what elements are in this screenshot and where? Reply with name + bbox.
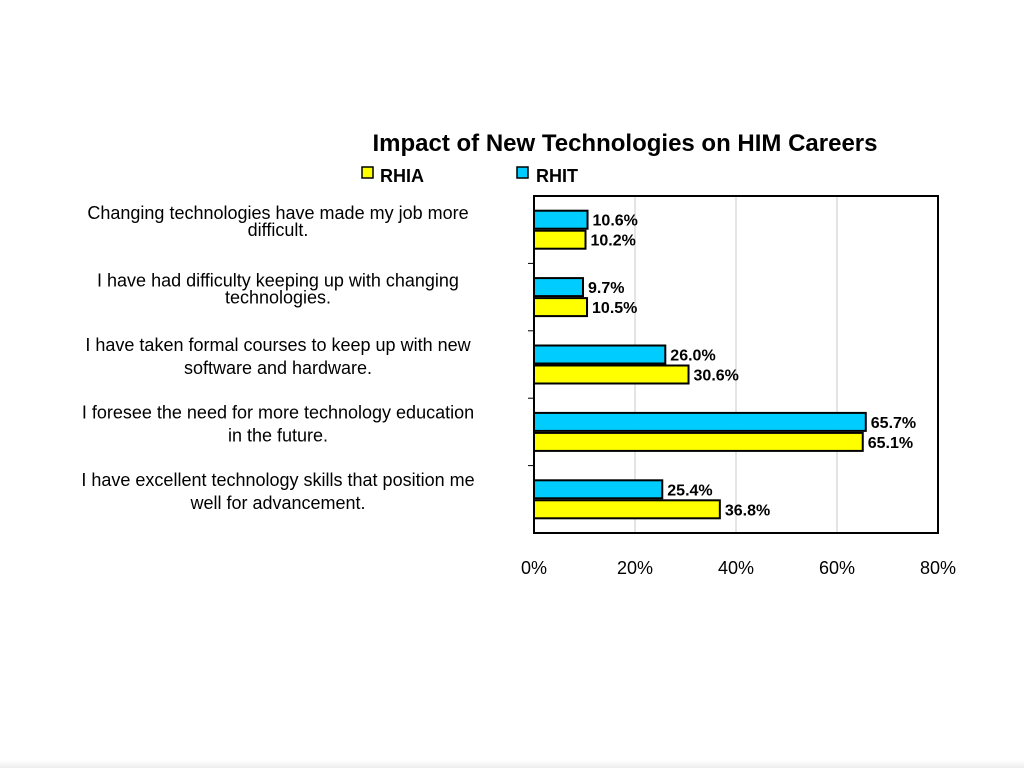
- category-label: technologies.: [225, 288, 331, 308]
- axis-ticks: 0% 20% 40% 60% 80%: [521, 262, 956, 578]
- bar-rhia: [533, 431, 864, 452]
- category-labels: Changing technologies have made my job m…: [81, 203, 474, 513]
- bar-rhia: [533, 229, 587, 250]
- legend-swatch-rhia: [361, 166, 374, 179]
- legend-label-rhia: RHIA: [380, 166, 424, 186]
- bar-rhit: [533, 344, 667, 365]
- category-label: I foresee the need for more technology e…: [82, 402, 474, 422]
- data-label-rhit: 25.4%: [667, 482, 712, 499]
- data-label-rhia: 10.2%: [591, 233, 636, 250]
- x-tick-label: 80%: [920, 558, 956, 578]
- category-label: software and hardware.: [184, 358, 372, 378]
- data-label-rhit: 9.7%: [588, 280, 624, 297]
- bar-rhia: [533, 499, 721, 520]
- x-tick-label: 60%: [819, 558, 855, 578]
- category-label: in the future.: [228, 425, 328, 445]
- category-label: I have taken formal courses to keep up w…: [85, 335, 471, 355]
- legend-label-rhit: RHIT: [536, 166, 578, 186]
- category-label: I have excellent technology skills that …: [81, 470, 474, 490]
- category-label: well for advancement.: [189, 493, 365, 513]
- bar-rhia: [533, 364, 690, 385]
- bar-rhit: [533, 411, 867, 432]
- chart-title: Impact of New Technologies on HIM Career…: [373, 130, 878, 157]
- category-label: difficult.: [248, 220, 309, 240]
- data-label-rhia: 10.5%: [592, 300, 637, 317]
- category-label: I have had difficulty keeping up with ch…: [97, 271, 459, 291]
- bars: [533, 209, 867, 520]
- bar-rhit: [533, 209, 589, 230]
- data-label-rhia: 36.8%: [725, 502, 770, 519]
- slide-bottom-shadow: [0, 760, 1024, 768]
- category-label: Changing technologies have made my job m…: [87, 203, 468, 223]
- data-label-rhia: 65.1%: [868, 435, 913, 452]
- data-labels: 10.6% 10.2% 9.7% 10.5% 26.0% 30.6% 65.7% 65.1% 2…: [588, 213, 916, 520]
- x-tick-label: 0%: [521, 558, 547, 578]
- bar-rhit: [533, 277, 584, 298]
- data-label-rhia: 30.6%: [694, 368, 739, 385]
- x-tick-label: 40%: [718, 558, 754, 578]
- x-tick-label: 20%: [617, 558, 653, 578]
- legend: RHIA RHIT: [361, 166, 578, 186]
- legend-swatch-rhit: [516, 166, 529, 179]
- data-label-rhit: 65.7%: [871, 415, 916, 432]
- bar-rhia: [533, 297, 589, 318]
- bar-rhit: [533, 479, 664, 500]
- plot-area-border: [533, 195, 939, 534]
- data-label-rhit: 26.0%: [670, 348, 715, 365]
- data-label-rhit: 10.6%: [593, 213, 638, 230]
